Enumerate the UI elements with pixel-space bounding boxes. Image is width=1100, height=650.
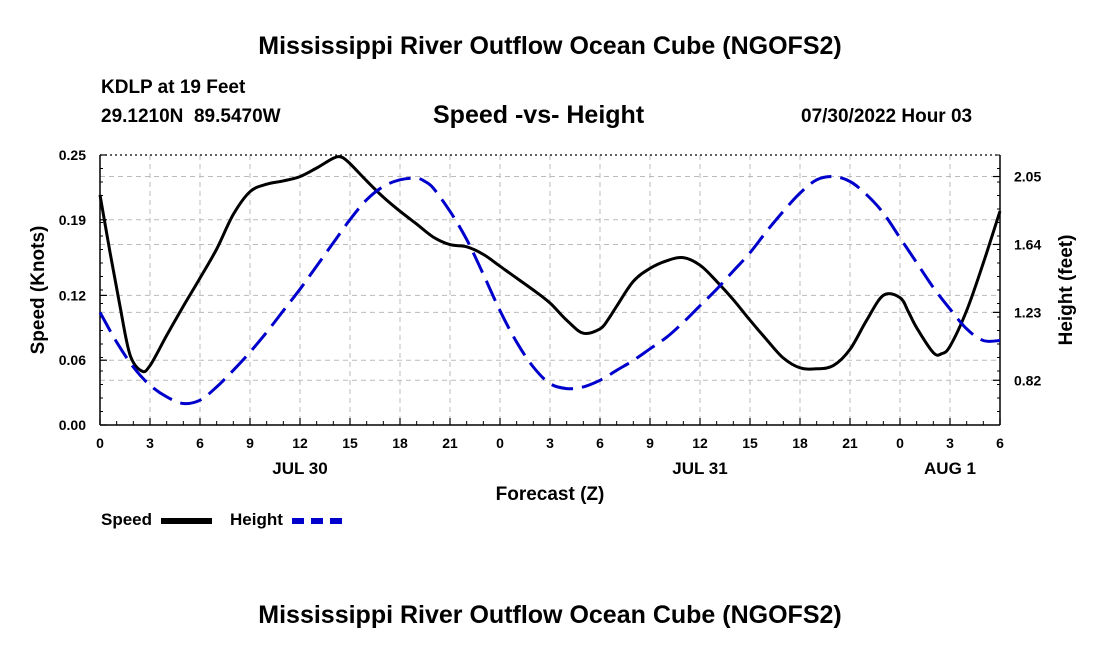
legend-height-swatch — [292, 518, 342, 524]
x-tick-label: 6 — [196, 435, 204, 451]
x-tick-label: 3 — [146, 435, 154, 451]
y2-axis-title: Height (feet) — [1056, 235, 1077, 346]
series — [98, 155, 1002, 406]
y2-tick-label: 1.64 — [1014, 236, 1041, 252]
x-tick-label: 12 — [692, 435, 708, 451]
y2-tick-label: 0.82 — [1014, 372, 1041, 388]
series-line-speed — [98, 155, 1002, 374]
x-tick-label: 6 — [596, 435, 604, 451]
x-tick-label: 18 — [392, 435, 408, 451]
x-axis-title: Forecast (Z) — [496, 484, 605, 505]
y2-tick-label: 1.23 — [1014, 304, 1041, 320]
x-tick-label: 21 — [442, 435, 458, 451]
legend-height-label: Height — [230, 510, 283, 529]
y-tick-label: 0.25 — [59, 147, 86, 163]
x-tick-label: 0 — [496, 435, 504, 451]
x-tick-label: 3 — [546, 435, 554, 451]
station-label: KDLP at 19 Feet — [101, 77, 246, 98]
x-tick-label: 18 — [792, 435, 808, 451]
y-axis-title: Speed (Knots) — [28, 226, 49, 355]
legend-speed-swatch — [161, 518, 212, 524]
x-tick-label: 6 — [996, 435, 1004, 451]
y-tick-label: 0.19 — [59, 212, 86, 228]
legend-speed-label: Speed — [101, 510, 153, 529]
footer-title: Mississippi River Outflow Ocean Cube (NG… — [258, 601, 842, 629]
x-tick-label: 0 — [896, 435, 904, 451]
y-tick-label: 0.12 — [59, 287, 86, 303]
tick-labels: 0 3 6 9 12 15 18 21 0 3 6 9 12 15 18 21 0 3 6 JUL 30 JUL 31 A… — [59, 147, 1042, 478]
y-tick-label: 0.00 — [59, 417, 86, 433]
series-line-height — [98, 174, 1001, 406]
date-label: AUG 1 — [924, 459, 976, 478]
forecast-datetime: 07/30/2022 Hour 03 — [801, 106, 973, 127]
ticks — [99, 154, 1001, 426]
coordinates-label: 29.1210N 89.5470W — [101, 106, 281, 127]
y2-tick-label: 2.05 — [1014, 169, 1041, 185]
x-tick-label: 0 — [96, 435, 104, 451]
x-tick-label: 9 — [246, 435, 254, 451]
x-tick-label: 21 — [842, 435, 858, 451]
chart-subtitle: Speed -vs- Height — [433, 101, 645, 129]
x-tick-label: 3 — [946, 435, 954, 451]
grid — [100, 155, 1000, 425]
x-tick-label: 15 — [742, 435, 758, 451]
chart-title: Mississippi River Outflow Ocean Cube (NG… — [258, 32, 842, 60]
x-tick-label: 12 — [292, 435, 308, 451]
y-tick-label: 0.06 — [59, 352, 86, 368]
date-label: JUL 30 — [272, 459, 327, 478]
x-tick-label: 15 — [342, 435, 358, 451]
date-label: JUL 31 — [672, 459, 727, 478]
x-tick-label: 9 — [646, 435, 654, 451]
